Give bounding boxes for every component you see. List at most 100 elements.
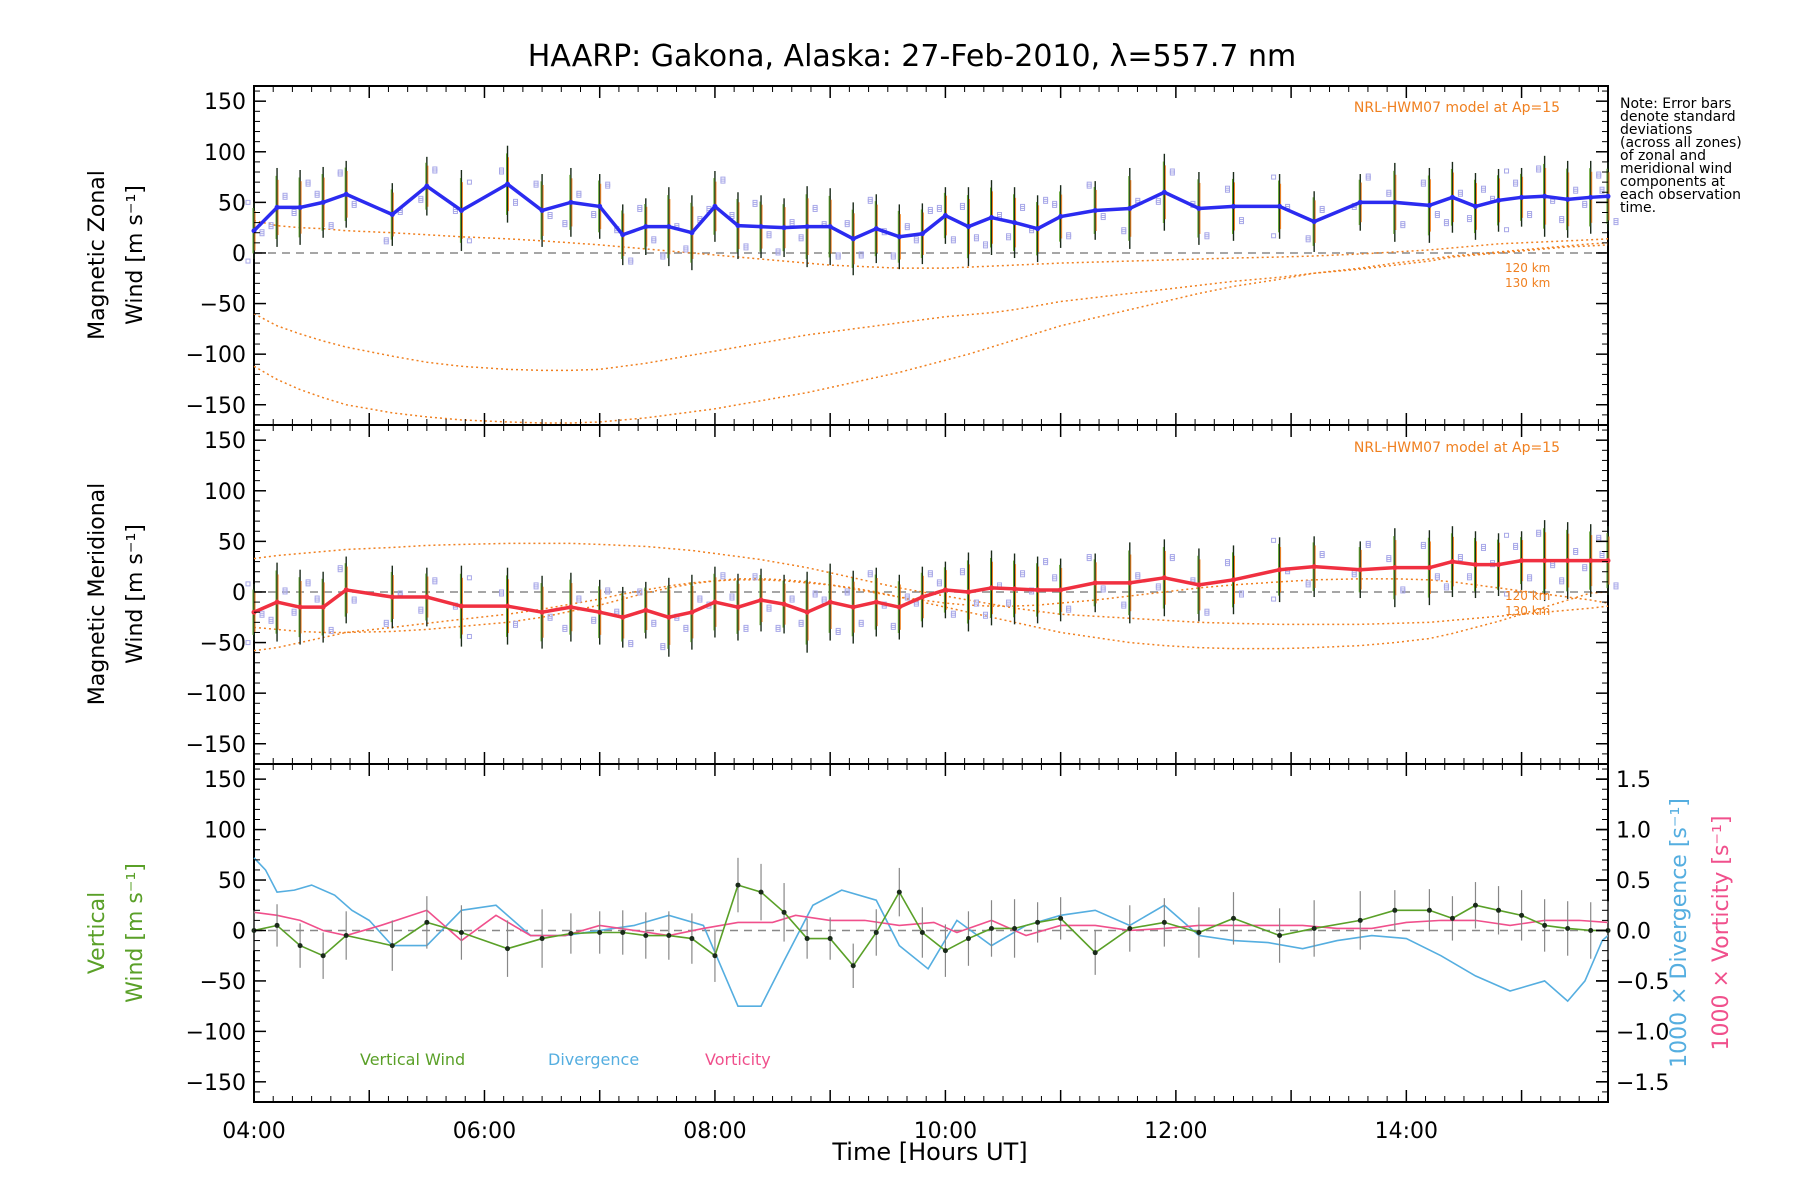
vertical-wind-point [1092,950,1098,956]
meridional-wind-point [1426,565,1432,571]
zone-sample-marker [591,618,597,624]
zone-sample-marker [683,626,689,632]
zone-sample-marker [1613,220,1619,226]
zone-sample-marker [1434,213,1440,219]
zone-sample-marker [351,202,357,208]
zone-sample-marker [1513,544,1519,550]
vertical-plot-area [251,857,1611,1007]
zonal-wind-point [643,224,649,230]
zonal-wind-point [424,183,430,189]
meridional-wind-point [1230,577,1236,583]
meridional-wind-point [781,601,787,607]
y-tick-label: 100 [204,480,246,505]
zone-sample-marker [812,592,818,598]
x-tick-label: 06:00 [453,1119,516,1144]
meridional-wind-point [1496,562,1502,568]
vertical-wind-point [1542,922,1548,928]
zone-sample-marker [720,574,726,580]
zone-sample-marker [337,567,343,573]
zone-sample-marker [1238,592,1244,598]
meridional-wind-point [1472,562,1478,568]
legend-vertical-wind: Vertical Wind [360,1050,465,1069]
meridional-wind-point [1035,587,1041,593]
zonal-wind-point [389,212,395,218]
zonal-wind-point [965,224,971,230]
zonal-wind-point [850,236,856,242]
zone-sample-marker [268,618,274,624]
zone-sample-marker [1527,576,1533,582]
meridional-model-120km-label: 120 km [1505,589,1550,603]
zonal-wind-point [896,234,902,240]
vertical-wind-point [1426,907,1432,913]
zonal-wind-point [1058,214,1064,220]
vertical-wind-point [712,953,718,959]
vertical-wind-point [804,936,810,942]
zone-sample-marker [890,624,896,630]
zone-sample-marker [959,570,965,576]
zone-sample-marker [1224,561,1230,567]
zonal-wind-point [735,223,741,229]
vertical-wind-point [620,929,626,935]
meridional-wind-point [1588,558,1594,564]
zone-sample-marker [1443,221,1449,227]
zonal-wind-point [251,228,257,234]
vertical-wind-point [424,919,430,925]
zone-sample-marker [1066,607,1072,613]
zone-sample-marker [1466,575,1472,581]
zone-sample-marker [1319,207,1325,213]
zone-sample-marker [1536,531,1542,537]
y-tick-label: 0 [232,242,246,267]
zonal-wind-point [781,225,787,231]
zone-sample-marker [913,238,919,244]
zone-sample-marker [858,253,864,259]
zone-sample-marker [1504,227,1510,233]
zone-sample-marker [328,628,334,634]
model-curve [253,579,1609,652]
zonal-wind-point [620,232,626,238]
zone-sample-marker [466,238,472,244]
axes: 150 100 50 0 −50 −100 −150 150 100 50 0 −50 −100 −150… [186,86,1669,1144]
vertical-wind-point [666,933,672,939]
zonal-model-130km-label: 130 km [1505,276,1550,290]
zone-sample-marker [1305,237,1311,243]
vertical-wind-point [827,936,833,942]
vertical-wind-point [1058,915,1064,921]
zone-sample-marker [637,590,643,596]
zone-sample-marker [291,610,297,616]
zone-sample-marker [562,626,568,632]
zone-sample-marker [562,222,568,228]
meridional-ylabel-units: Wind [m s⁻¹] [123,524,148,664]
meridional-model-label: NRL-HWM07 model at Ap=15 [1354,440,1560,456]
zone-sample-marker [1420,181,1426,187]
zone-sample-marker [1224,187,1230,193]
zonal-wind-point [988,215,994,221]
zone-sample-marker [314,192,320,198]
zone-sample-marker [637,206,643,212]
y-tick-label: 50 [218,530,246,555]
zonal-wind-point [1035,226,1041,232]
vertical-ylabel: Vertical [85,892,110,974]
vertical-wind-point [873,929,879,935]
meridional-wind-point [919,594,925,600]
zone-sample-marker [927,572,933,578]
zone-sample-marker [1365,542,1371,548]
note-line: each observation [1620,187,1741,203]
note-line: (across all zones) [1620,135,1742,151]
meridional-wind-point [424,594,430,600]
zone-sample-marker [245,640,251,646]
zone-sample-marker [432,579,438,585]
zone-sample-marker [959,204,965,210]
zonal-wind-point [919,231,925,237]
meridional-wind-point [942,587,948,593]
vorticity-axis-label: 1000 × Vorticity [s⁻¹] [1709,816,1734,1051]
zone-sample-marker [1121,229,1127,235]
zone-sample-marker [904,225,910,231]
zonal-wind-point [666,224,672,230]
zone-sample-marker [1135,574,1141,580]
zone-sample-marker [259,612,265,618]
zone-sample-marker [282,194,288,200]
y-tick-label: −100 [186,682,246,707]
meridional-wind-point [1277,567,1283,573]
zone-sample-marker [743,626,749,632]
zone-sample-marker [1155,585,1161,591]
